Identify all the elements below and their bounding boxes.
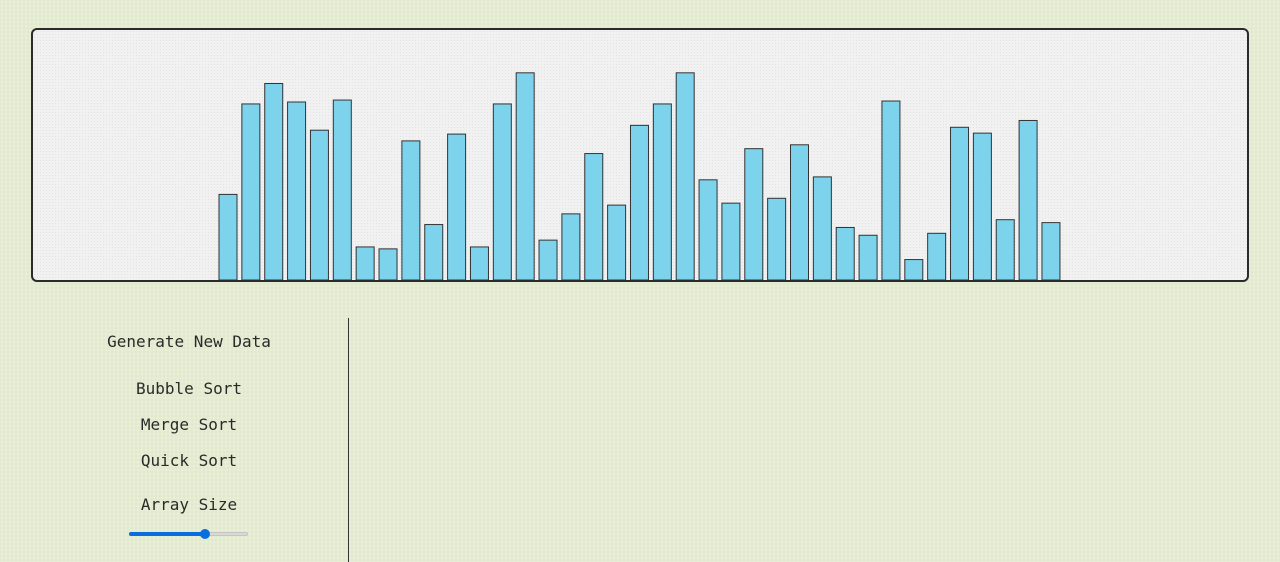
bar bbox=[355, 246, 375, 280]
bar bbox=[492, 103, 512, 280]
bar bbox=[561, 213, 581, 280]
bar bbox=[378, 248, 398, 280]
bar bbox=[652, 103, 672, 280]
bar bbox=[767, 197, 787, 280]
bar bbox=[950, 126, 970, 280]
bar bbox=[424, 224, 444, 280]
slider-fill bbox=[129, 532, 206, 536]
merge-sort-button[interactable]: Merge Sort bbox=[140, 415, 238, 434]
generate-new-data-button[interactable]: Generate New Data bbox=[107, 332, 271, 351]
bar bbox=[881, 100, 901, 280]
bar bbox=[927, 232, 947, 280]
bar bbox=[1018, 119, 1038, 280]
bar bbox=[332, 99, 352, 280]
bubble-sort-button[interactable]: Bubble Sort bbox=[136, 379, 242, 398]
bar bbox=[698, 179, 718, 280]
slider-thumb[interactable] bbox=[200, 529, 211, 539]
bar bbox=[629, 124, 649, 280]
bar bbox=[515, 72, 535, 280]
bar bbox=[447, 133, 467, 280]
sorting-visualizer-panel bbox=[31, 28, 1249, 282]
array-size-label: Array Size bbox=[140, 495, 238, 514]
bar bbox=[995, 219, 1015, 280]
array-size-slider[interactable] bbox=[129, 527, 248, 541]
quick-sort-button[interactable]: Quick Sort bbox=[140, 451, 238, 470]
bar bbox=[744, 148, 764, 280]
bar bbox=[287, 101, 307, 280]
bar bbox=[721, 202, 741, 280]
bar bbox=[241, 103, 261, 280]
bar bbox=[309, 129, 329, 280]
bar bbox=[218, 193, 238, 280]
bar bbox=[584, 153, 604, 280]
bar bbox=[401, 140, 421, 280]
bar bbox=[469, 246, 489, 280]
controls-divider bbox=[348, 318, 349, 562]
bar bbox=[607, 204, 627, 280]
bar bbox=[538, 239, 558, 280]
bar bbox=[858, 234, 878, 280]
bar bbox=[675, 72, 695, 280]
bar bbox=[264, 83, 284, 280]
bar bbox=[972, 132, 992, 280]
bar bbox=[812, 176, 832, 280]
bars-chart bbox=[218, 72, 1061, 280]
controls-panel: Generate New Data Bubble Sort Merge Sort… bbox=[0, 318, 348, 562]
bar bbox=[904, 259, 924, 280]
bar bbox=[1041, 222, 1061, 280]
bar bbox=[790, 144, 809, 280]
bar bbox=[835, 226, 855, 280]
